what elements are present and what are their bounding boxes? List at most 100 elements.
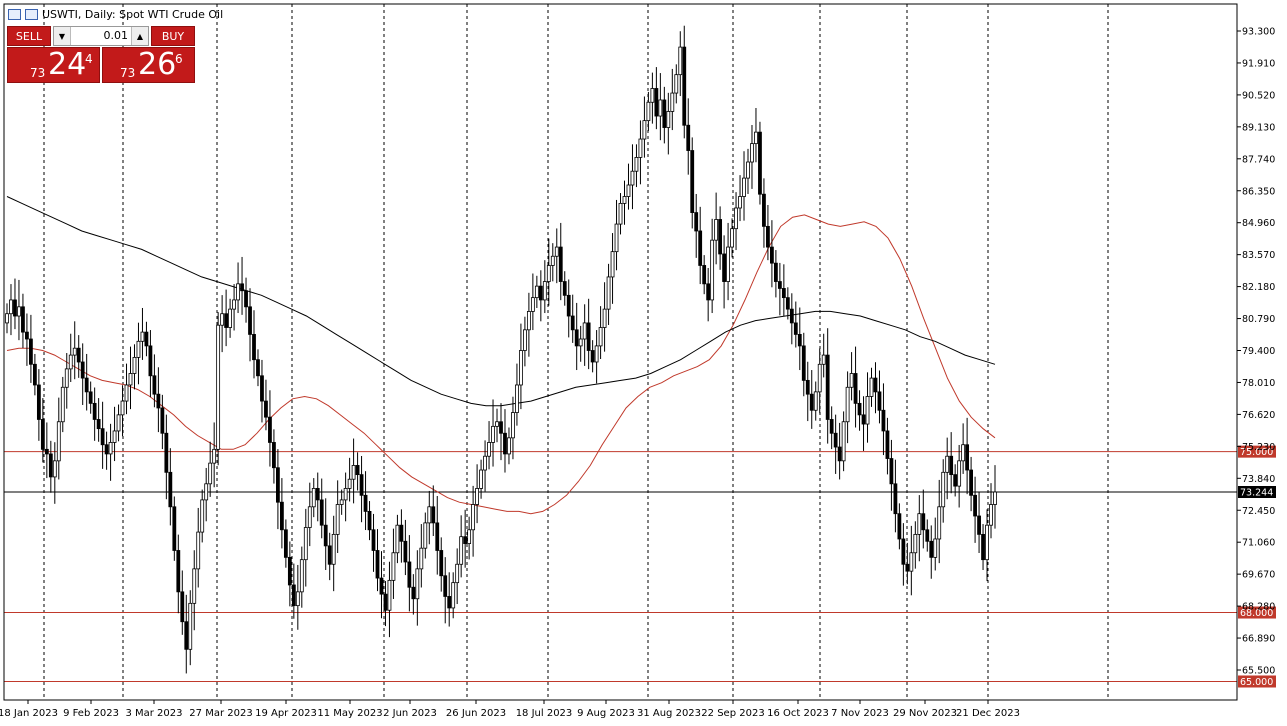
candle-body (29, 338, 33, 365)
candle-body (598, 327, 603, 347)
candle-body (523, 329, 527, 351)
candle-body (686, 124, 691, 151)
candle-body (694, 212, 699, 232)
buy-button[interactable]: BUY (151, 26, 195, 46)
candle-body (781, 288, 786, 299)
sell-price-box[interactable]: 73 24 4 (7, 47, 100, 83)
candle-body (184, 621, 189, 650)
candle-body (901, 538, 906, 565)
candle-body (845, 386, 850, 423)
candle-body (622, 196, 627, 204)
candle-body (72, 347, 77, 356)
candle-body (180, 591, 185, 623)
candle-body (136, 340, 141, 358)
candle-body (570, 315, 575, 331)
candle-body (762, 193, 766, 227)
candle-body (76, 347, 81, 363)
candle-body (722, 253, 726, 282)
lot-decrease-icon[interactable]: ▼ (54, 27, 71, 45)
candle-body (148, 345, 153, 377)
sell-price-pip: 4 (85, 52, 93, 66)
y-tick-label: 66.890 (1242, 634, 1275, 645)
candle-body (670, 92, 675, 112)
candle-body (618, 202, 623, 225)
candle-body (965, 444, 970, 471)
candle-body (403, 540, 408, 563)
candle-body (662, 99, 667, 128)
candle-body (52, 460, 57, 478)
candle-body (391, 552, 396, 581)
candle-body (730, 228, 734, 248)
candle-body (283, 529, 288, 558)
lot-increase-icon[interactable]: ▲ (131, 27, 148, 45)
candle-body (499, 421, 503, 434)
candle-body (419, 547, 424, 570)
sell-button[interactable]: SELL (7, 26, 51, 46)
candle-body (467, 529, 472, 544)
x-tick-label: 9 Feb 2023 (63, 708, 119, 719)
candle-body (678, 46, 683, 76)
candle-body (5, 313, 9, 324)
candle-body (981, 533, 985, 561)
y-tick-label: 89.130 (1242, 122, 1275, 133)
candle-body (315, 488, 320, 501)
candle-body (208, 462, 213, 485)
candle-body (124, 384, 129, 402)
candle-body (411, 586, 416, 600)
candle-body (666, 111, 671, 128)
candle-body (387, 579, 392, 611)
chart-type-icon[interactable] (25, 8, 38, 20)
candle-body (758, 131, 762, 195)
candle-body (825, 354, 830, 420)
lot-size-field[interactable]: ▼ 0.01 ▲ (53, 26, 149, 46)
candle-body (503, 432, 507, 455)
candle-body (335, 504, 340, 535)
candle-body (236, 283, 240, 301)
buy-price-prefix: 73 (120, 66, 136, 80)
candle-body (638, 138, 643, 158)
candle-body (550, 255, 555, 266)
candle-body (471, 504, 476, 531)
candle-body (44, 448, 49, 455)
candle-body (307, 506, 312, 528)
y-tick-label: 83.570 (1242, 250, 1275, 261)
candle-body (789, 308, 794, 324)
candle-body (431, 506, 436, 524)
level-tag (1238, 675, 1276, 688)
candle-body (204, 483, 209, 501)
candle-body (534, 285, 539, 299)
chart-window-icon[interactable] (8, 8, 21, 20)
y-tick-label: 79.400 (1242, 346, 1275, 357)
candle-body (574, 329, 579, 347)
one-click-trading-panel: SELL ▼ 0.01 ▲ BUY 73 24 4 73 26 6 (7, 26, 195, 83)
candle-body (594, 345, 599, 363)
x-tick-label: 18 Jul 2023 (516, 708, 573, 719)
y-tick-label: 84.960 (1242, 218, 1275, 229)
candle-body (853, 373, 858, 404)
x-tick-label: 19 Apr 2023 (255, 708, 317, 719)
plot-frame (3, 3, 1238, 701)
candle-body (355, 465, 360, 476)
candle-body (642, 120, 647, 140)
candle-body (244, 290, 248, 308)
candle-body (256, 359, 260, 377)
candle-body (160, 407, 165, 434)
moving-averages (6, 196, 996, 515)
candle-body (785, 297, 790, 310)
candle-body (104, 444, 109, 455)
candle-body (395, 524, 400, 554)
candle-body (363, 494, 368, 512)
candle-body (435, 522, 440, 551)
candle-body (829, 419, 834, 434)
candle-body (718, 219, 723, 255)
x-tick-label: 27 Mar 2023 (189, 708, 252, 719)
x-tick-label: 2 Jun 2023 (383, 708, 437, 719)
candle-body (279, 501, 284, 531)
candle-body (766, 225, 770, 248)
lot-size-value[interactable]: 0.01 (103, 29, 129, 42)
candle-body (582, 322, 587, 340)
buy-price-box[interactable]: 73 26 6 (102, 47, 195, 83)
candle-body (941, 471, 946, 508)
y-tick-label: 93.300 (1242, 27, 1275, 38)
